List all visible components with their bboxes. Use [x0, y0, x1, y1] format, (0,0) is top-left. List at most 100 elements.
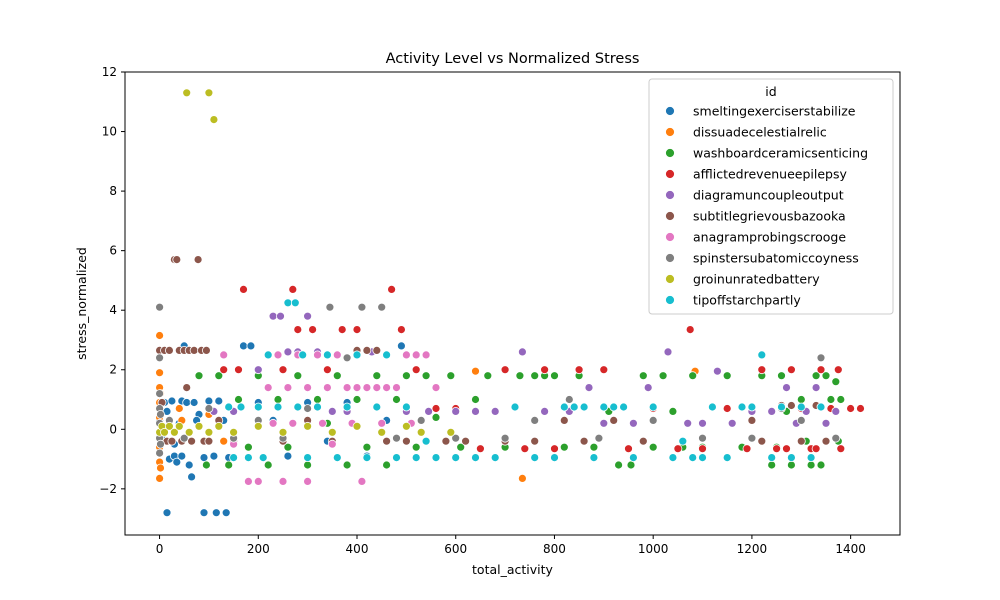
- point-tipoffstarchpartly-12: [303, 453, 313, 463]
- point-subtitlegrievousbazooka-7: [172, 255, 182, 265]
- point-diagramuncoupleoutput-36: [811, 383, 821, 393]
- point-afflictedrevenueepilepsy-32: [787, 365, 796, 375]
- point-tipoffstarchpartly-2: [236, 402, 246, 412]
- point-groinunratedbattery-17: [327, 427, 337, 437]
- point-spinstersubatomiccoyness-0: [155, 302, 165, 312]
- point-afflictedrevenueepilepsy-27: [698, 444, 707, 454]
- x-tick-label: 400: [346, 542, 369, 556]
- legend-marker: [665, 190, 675, 200]
- point-washboardceramicsenticing-5: [234, 395, 243, 404]
- y-tick-label: 10: [102, 125, 117, 139]
- point-washboardceramicsenticing-48: [722, 371, 732, 381]
- point-tipoffstarchpartly-25: [431, 453, 441, 463]
- point-tipoffstarchpartly-21: [392, 453, 401, 463]
- point-spinstersubatomiccoyness-19: [357, 302, 367, 312]
- point-subtitlegrievousbazooka-32: [441, 436, 451, 446]
- series-tipoffstarchpartly: [224, 298, 826, 463]
- x-axis-title: total_activity: [472, 562, 554, 577]
- point-washboardceramicsenticing-59: [826, 395, 836, 404]
- point-spinstersubatomiccoyness-21: [392, 433, 401, 443]
- point-subtitlegrievousbazooka-42: [757, 436, 767, 446]
- point-afflictedrevenueepilepsy-37: [836, 444, 846, 454]
- point-anagramprobingscrooge-21: [431, 383, 441, 393]
- point-afflictedrevenueepilepsy-35: [816, 365, 826, 375]
- point-tipoffstarchpartly-0: [224, 402, 234, 412]
- point-spinstersubatomiccoyness-34: [831, 433, 841, 443]
- point-afflictedrevenueepilepsy-25: [673, 444, 683, 454]
- point-diagramuncoupleoutput-32: [767, 406, 777, 416]
- point-smeltingexerciserstabilize-22: [239, 341, 248, 351]
- point-afflictedrevenueepilepsy-31: [772, 444, 781, 454]
- point-washboardceramicsenticing-53: [787, 460, 796, 470]
- point-washboardceramicsenticing-51: [767, 460, 777, 470]
- point-anagramprobingscrooge-10: [322, 383, 332, 393]
- point-afflictedrevenueepilepsy-41: [811, 444, 821, 454]
- point-spinstersubatomiccoyness-18: [342, 353, 352, 363]
- point-groinunratedbattery-9: [184, 427, 194, 437]
- legend-label: smeltingexerciserstabilize: [693, 104, 856, 119]
- point-spinstersubatomiccoyness-26: [564, 395, 574, 404]
- point-smeltingexerciserstabilize-23: [246, 341, 256, 351]
- point-afflictedrevenueepilepsy-4: [288, 284, 298, 294]
- point-groinunratedbattery-22: [446, 427, 456, 437]
- point-tipoffstarchpartly-8: [283, 298, 293, 308]
- point-diagramuncoupleoutput-30: [727, 418, 737, 428]
- point-tipoffstarchpartly-34: [579, 402, 589, 412]
- point-anagramprobingscrooge-24: [278, 476, 288, 486]
- legend-label: dissuadecelestialrelic: [693, 125, 827, 140]
- point-tipoffstarchpartly-29: [510, 402, 520, 412]
- point-afflictedrevenueepilepsy-29: [742, 444, 752, 454]
- y-tick-label: 12: [102, 65, 117, 79]
- point-tipoffstarchpartly-54: [806, 453, 816, 463]
- point-tipoffstarchpartly-32: [559, 402, 569, 412]
- point-anagramprobingscrooge-27: [288, 418, 298, 428]
- point-anagramprobingscrooge-17: [392, 383, 401, 393]
- point-washboardceramicsenticing-58: [821, 371, 831, 381]
- point-smeltingexerciserstabilize-13: [187, 472, 197, 482]
- legend-marker: [665, 295, 675, 305]
- point-washboardceramicsenticing-0: [194, 371, 204, 381]
- legend-label: tipoffstarchpartly: [693, 293, 801, 308]
- point-smeltingexerciserstabilize-36: [396, 341, 406, 351]
- point-subtitlegrievousbazooka-44: [787, 401, 796, 410]
- point-subtitlegrievousbazooka-35: [530, 436, 540, 446]
- legend-label: afflictedrevenueepilepsy: [693, 167, 848, 182]
- point-afflictedrevenueepilepsy-20: [550, 444, 559, 454]
- point-tipoffstarchpartly-49: [757, 350, 767, 360]
- point-tipoffstarchpartly-16: [342, 402, 352, 412]
- point-subtitlegrievousbazooka-28: [372, 345, 382, 355]
- point-tipoffstarchpartly-36: [599, 402, 609, 412]
- point-diagramuncoupleoutput-17: [471, 406, 480, 416]
- point-anagramprobingscrooge-14: [362, 383, 372, 393]
- point-washboardceramicsenticing-21: [392, 395, 401, 404]
- point-tipoffstarchpartly-55: [816, 402, 826, 412]
- point-washboardceramicsenticing-57: [816, 460, 826, 470]
- point-tipoffstarchpartly-1: [229, 453, 239, 463]
- legend-label: anagramprobingscrooge: [693, 230, 846, 245]
- point-afflictedrevenueepilepsy-13: [411, 365, 421, 375]
- point-afflictedrevenueepilepsy-0: [219, 365, 229, 375]
- point-tipoffstarchpartly-38: [619, 402, 628, 412]
- point-tipoffstarchpartly-50: [767, 453, 777, 463]
- point-anagramprobingscrooge-26: [268, 418, 278, 428]
- point-dissuadecelestialrelic-17: [219, 436, 229, 446]
- point-tipoffstarchpartly-4: [253, 402, 263, 412]
- point-afflictedrevenueepilepsy-7: [322, 365, 332, 375]
- point-diagramuncoupleoutput-37: [821, 418, 831, 428]
- point-washboardceramicsenticing-18: [362, 442, 372, 452]
- y-tick-label: 2: [109, 363, 117, 377]
- legend-label: washboardceramicsenticing: [693, 146, 868, 161]
- point-afflictedrevenueepilepsy-14: [431, 404, 441, 413]
- point-dissuadecelestialrelic-10: [156, 463, 165, 473]
- x-tick-label: 1000: [638, 542, 669, 556]
- point-washboardceramicsenticing-26: [446, 371, 456, 381]
- point-groinunratedbattery-5: [160, 427, 169, 437]
- point-spinstersubatomiccoyness-28: [648, 415, 658, 425]
- x-tick-label: 600: [444, 542, 467, 556]
- point-subtitlegrievousbazooka-45: [796, 436, 806, 446]
- point-diagramuncoupleoutput-25: [643, 383, 653, 393]
- point-anagramprobingscrooge-6: [283, 383, 293, 393]
- point-groinunratedbattery-2: [209, 115, 219, 124]
